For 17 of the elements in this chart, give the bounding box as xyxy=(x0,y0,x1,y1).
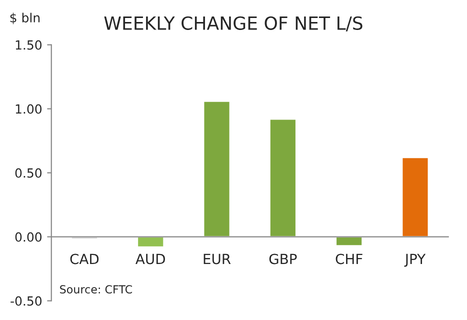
y-tick-label: 0.00 xyxy=(15,232,42,242)
x-tick-label: JPY xyxy=(404,254,426,267)
annotation: Source: CFTC xyxy=(60,285,132,294)
x-tick-label: EUR xyxy=(204,254,231,264)
y-tick-label: 0.50 xyxy=(15,168,42,178)
bar xyxy=(401,156,430,238)
x-tick-label: AUD xyxy=(136,254,165,264)
bar xyxy=(269,118,297,238)
bar xyxy=(202,100,231,238)
y-axis-title: $ bln xyxy=(10,12,40,24)
y-tick-label: -0.50 xyxy=(10,296,42,306)
chart-title: WEEKLY CHANGE OF NET L/S xyxy=(104,16,362,32)
x-tick-label: CHF xyxy=(336,254,362,264)
x-tick-label: CAD xyxy=(70,254,99,264)
y-tick-label: 1.00 xyxy=(16,104,42,114)
x-tick-label: GBP xyxy=(269,254,297,264)
y-tick-label: 1.50 xyxy=(16,40,42,50)
